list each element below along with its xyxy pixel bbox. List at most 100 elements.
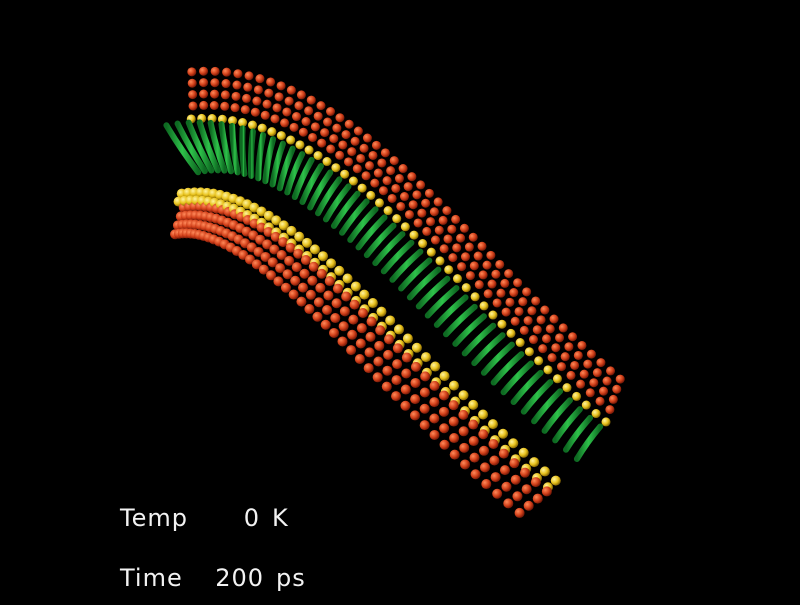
- tail-bead: [356, 153, 366, 163]
- tail-bead: [558, 323, 568, 333]
- tail-bead: [419, 420, 430, 431]
- tail-bead: [368, 150, 378, 160]
- backbone-segment: [284, 151, 306, 196]
- tail-bead: [417, 208, 427, 218]
- head-bead: [508, 438, 519, 449]
- backbone-segment: [520, 379, 554, 415]
- head-bead: [426, 247, 436, 257]
- tail-bead: [522, 287, 532, 297]
- tail-bead: [479, 462, 490, 473]
- backbone-segment: [276, 145, 296, 192]
- head-bead: [383, 206, 393, 216]
- tail-bead: [521, 484, 532, 495]
- tail-bead: [330, 313, 341, 324]
- tail-bead: [339, 306, 350, 317]
- head-bead: [257, 123, 267, 133]
- tail-bead: [381, 381, 392, 392]
- tail-bead: [350, 136, 360, 146]
- head-bead: [357, 183, 367, 193]
- tail-bead: [429, 207, 439, 217]
- tail-bead: [429, 397, 440, 408]
- tail-bead: [282, 269, 293, 280]
- head-bead: [366, 190, 376, 200]
- tail-bead: [290, 275, 301, 286]
- tail-bead: [422, 226, 432, 236]
- tail-bead: [275, 263, 286, 274]
- tail-bead: [523, 500, 534, 511]
- tail-bead: [538, 344, 548, 354]
- tail-bead: [365, 331, 376, 342]
- tail-bead: [510, 474, 521, 485]
- tail-bead: [469, 452, 480, 463]
- head-bead: [400, 222, 410, 232]
- backbone-segment: [433, 294, 469, 328]
- time-readout: Time 200 ps: [120, 564, 306, 592]
- tail-bead: [264, 88, 274, 98]
- tail-bead: [210, 89, 220, 99]
- tail-bead: [392, 343, 403, 354]
- tail-bead: [495, 259, 505, 269]
- tail-bead: [326, 107, 336, 117]
- tail-bead: [583, 359, 593, 369]
- backbone-segment: [398, 257, 433, 292]
- tail-bead: [356, 323, 367, 334]
- backbone-segment: [452, 313, 487, 347]
- backbone-segment: [510, 369, 544, 405]
- tail-bead: [605, 405, 615, 415]
- tail-bead: [410, 377, 421, 388]
- tail-bead: [252, 96, 262, 106]
- tail-bead: [448, 253, 458, 263]
- backbone-segment: [247, 128, 256, 179]
- head-bead: [562, 383, 572, 393]
- tail-bead: [243, 82, 253, 92]
- tail-bead: [199, 66, 209, 76]
- head-bead: [271, 215, 282, 226]
- tail-bead: [253, 246, 264, 257]
- tail-bead: [231, 91, 241, 101]
- tail-bead: [315, 282, 326, 293]
- time-value: 200: [215, 564, 264, 592]
- tail-bead: [284, 96, 294, 106]
- tail-bead: [504, 269, 514, 279]
- tail-bead: [338, 140, 348, 150]
- tail-bead: [377, 158, 387, 168]
- backbone-segment: [424, 285, 460, 319]
- tail-bead: [470, 469, 481, 480]
- head-bead: [518, 447, 529, 458]
- backbone-segment: [363, 222, 397, 259]
- tail-bead: [514, 507, 525, 518]
- backbone-segment: [218, 121, 235, 175]
- backbone-segment: [372, 231, 406, 267]
- tail-bead: [399, 192, 409, 202]
- tail-bead: [288, 289, 299, 300]
- head-bead: [552, 374, 562, 384]
- tail-bead: [364, 347, 375, 358]
- head-bead: [228, 116, 238, 126]
- head-bead: [267, 127, 277, 137]
- tail-bead: [296, 90, 306, 100]
- tail-bead: [389, 156, 399, 166]
- tail-bead: [531, 296, 541, 306]
- tail-bead: [363, 363, 374, 374]
- tail-bead: [253, 85, 263, 95]
- head-bead: [581, 400, 591, 410]
- head-bead: [342, 273, 353, 284]
- tail-bead: [430, 235, 440, 245]
- tail-bead: [547, 353, 557, 363]
- tail-bead: [551, 343, 561, 353]
- head-bead: [313, 151, 323, 161]
- tail-bead: [577, 340, 587, 350]
- tail-bead: [344, 119, 354, 129]
- tail-bead: [346, 345, 357, 356]
- tail-bead: [380, 148, 390, 158]
- tail-bead: [313, 111, 323, 121]
- tail-bead: [448, 416, 459, 427]
- head-bead: [591, 409, 601, 419]
- tail-bead: [408, 200, 418, 210]
- tail-bead: [220, 90, 230, 100]
- tail-bead: [612, 384, 622, 394]
- head-bead: [461, 283, 471, 293]
- head-bead: [334, 265, 345, 276]
- tail-bead: [373, 356, 384, 367]
- backbone-segment: [573, 423, 604, 462]
